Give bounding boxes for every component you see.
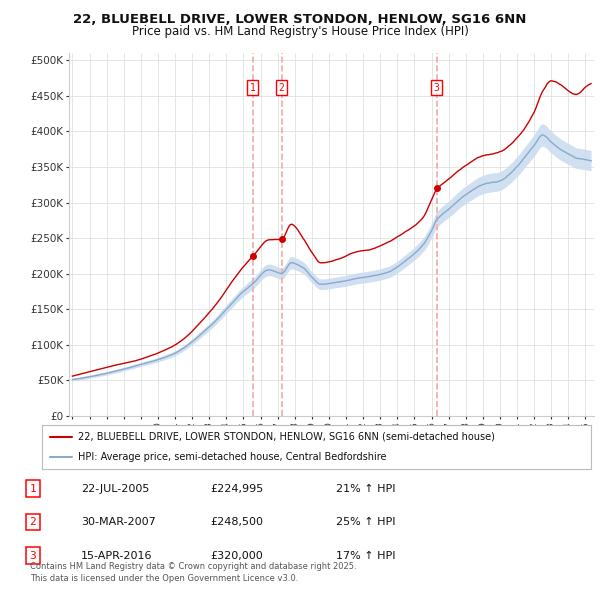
Text: 25% ↑ HPI: 25% ↑ HPI	[336, 517, 395, 527]
Text: 2: 2	[279, 83, 284, 93]
Text: 1: 1	[250, 83, 256, 93]
Text: £320,000: £320,000	[210, 551, 263, 560]
Text: 17% ↑ HPI: 17% ↑ HPI	[336, 551, 395, 560]
Text: 22, BLUEBELL DRIVE, LOWER STONDON, HENLOW, SG16 6NN: 22, BLUEBELL DRIVE, LOWER STONDON, HENLO…	[73, 13, 527, 26]
Text: 3: 3	[29, 551, 37, 560]
Text: 21% ↑ HPI: 21% ↑ HPI	[336, 484, 395, 493]
Text: 2: 2	[29, 517, 37, 527]
Text: £224,995: £224,995	[210, 484, 263, 493]
Text: 15-APR-2016: 15-APR-2016	[81, 551, 152, 560]
Text: 30-MAR-2007: 30-MAR-2007	[81, 517, 156, 527]
Text: 3: 3	[434, 83, 439, 93]
Text: 22-JUL-2005: 22-JUL-2005	[81, 484, 149, 493]
Text: £248,500: £248,500	[210, 517, 263, 527]
Text: 22, BLUEBELL DRIVE, LOWER STONDON, HENLOW, SG16 6NN (semi-detached house): 22, BLUEBELL DRIVE, LOWER STONDON, HENLO…	[77, 432, 494, 442]
Text: Price paid vs. HM Land Registry's House Price Index (HPI): Price paid vs. HM Land Registry's House …	[131, 25, 469, 38]
Text: Contains HM Land Registry data © Crown copyright and database right 2025.
This d: Contains HM Land Registry data © Crown c…	[30, 562, 356, 583]
Text: 1: 1	[29, 484, 37, 493]
Text: HPI: Average price, semi-detached house, Central Bedfordshire: HPI: Average price, semi-detached house,…	[77, 452, 386, 462]
